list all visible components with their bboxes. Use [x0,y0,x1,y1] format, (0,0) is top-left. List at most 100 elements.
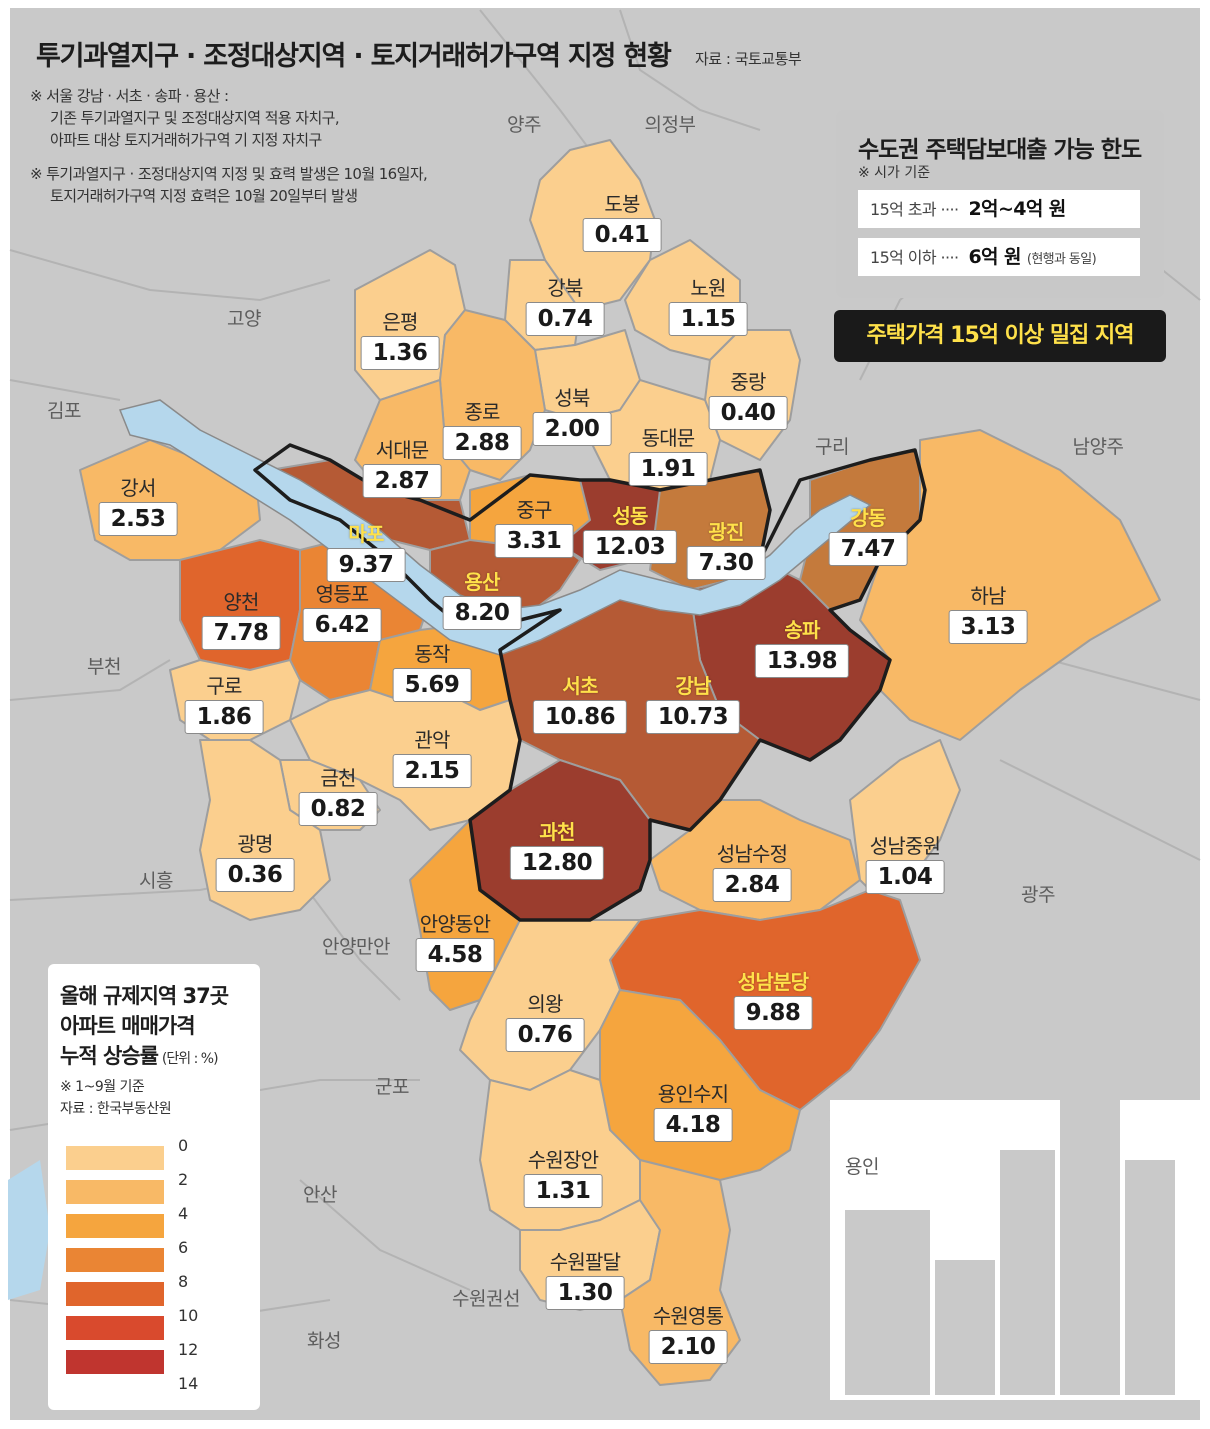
legend-unit: (단위 : %) [161,1051,219,1067]
district-value: 2.53 [98,502,178,536]
sea-area [8,1160,50,1300]
loan-row-over-15: 15억 초과 ···· 2억~4억 원 [858,190,1140,228]
district-name: 안양동안 [419,912,491,936]
district-value: 13.98 [754,644,850,678]
district-name: 수원영통 [652,1304,724,1328]
district-value: 0.82 [298,792,378,826]
district-name: 과천 [539,820,575,844]
district-name: 구로 [206,674,242,698]
district-value: 7.78 [201,616,281,650]
district-value: 10.86 [532,700,628,734]
legend-tick: 12 [178,1340,199,1359]
legend-tick: 0 [178,1136,189,1155]
district-value: 2.10 [648,1330,728,1364]
district-name: 용인수지 [657,1082,729,1106]
district-name: 중구 [516,498,552,522]
district-name: 영등포 [315,582,370,606]
district-value: 3.13 [948,610,1028,644]
district-value: 0.36 [215,858,295,892]
district-name: 관악 [414,728,450,752]
district-name: 서대문 [375,438,430,462]
legend-title-text: 누적 상승률 [60,1044,159,1068]
legend-swatch [66,1350,164,1374]
district-value: 0.74 [525,302,605,336]
loan-limit-title: 수도권 주택담보대출 가능 한도 [858,137,1142,163]
district-value: 10.73 [645,700,741,734]
loan-row-under-15: 15억 이하 ···· 6억 원 (현행과 동일) [858,238,1140,276]
district-name: 강동 [850,506,886,530]
note-line: 토지거래허가구역 지정 효력은 10월 20일부터 발생 [50,187,358,205]
surrounding-area-label: 화성 [307,1330,341,1352]
surrounding-area-label: 고양 [227,308,261,330]
district-name: 노원 [690,276,726,300]
district-name: 종로 [464,400,500,424]
district-name: 서초 [562,674,598,698]
district-value: 2.15 [392,754,472,788]
district-name: 강북 [547,276,583,300]
district-value: 7.30 [686,546,766,580]
surrounding-area-label: 용인 [845,1156,879,1178]
district-name: 도봉 [604,192,640,216]
district-name: 수원장안 [527,1148,599,1172]
district-value: 7.47 [828,532,908,566]
district-value: 12.03 [582,530,678,564]
district-name: 성남분당 [737,970,809,994]
district-name: 동작 [414,642,450,666]
callout-high-price: 주택가격 15억 이상 밀집 지역 [834,310,1166,362]
surrounding-area-label: 부천 [87,656,121,678]
district-value: 1.36 [360,336,440,370]
surrounding-area-label: 광주 [1021,884,1055,906]
surrounding-area-label: 수원권선 [452,1288,520,1310]
district-name: 은평 [382,310,418,334]
district-value: 3.31 [494,524,574,558]
legend-tick: 2 [178,1170,189,1189]
district-name: 하남 [970,584,1006,608]
surrounding-area-label: 시흥 [139,870,173,892]
legend-source: 자료 : 한국부동산원 [60,1101,172,1117]
surrounding-area-label: 안산 [303,1184,337,1206]
district-name: 강서 [120,476,156,500]
page-title: 투기과열지구 · 조정대상지역 · 토지거래허가구역 지정 현황 [36,41,672,72]
district-name: 수원팔달 [549,1250,621,1274]
loan-row-remark: (현행과 동일) [1026,252,1097,267]
loan-limit-note: ※ 시가 기준 [858,165,931,181]
district-value: 1.04 [865,860,945,894]
district-value: 1.91 [628,452,708,486]
district-value: 5.69 [392,668,472,702]
district-value: 8.20 [442,596,522,630]
district-name: 금천 [320,766,356,790]
surrounding-area-label: 양주 [507,114,541,136]
legend-basis: ※ 1~9월 기준 [60,1079,145,1095]
district-value: 9.37 [326,548,406,582]
note-line: 아파트 대상 토지거래허가구역 기 지정 자치구 [50,131,322,149]
district-value: 0.76 [505,1018,585,1052]
district-value: 1.31 [523,1174,603,1208]
district-name: 성남중원 [869,834,941,858]
legend-swatch [66,1316,164,1340]
surrounding-area-label: 김포 [47,400,81,422]
note-line: ※ 서울 강남 · 서초 · 송파 · 용산 : [30,87,229,105]
district-value: 2.88 [442,426,522,460]
building-illustration [830,1030,1200,1400]
district-name: 광진 [708,520,744,544]
district-value: 4.58 [415,938,495,972]
legend-title-line: 누적 상승률 (단위 : %) [60,1040,219,1070]
district-name: 성북 [554,386,590,410]
high-price-area-outline [253,443,927,922]
district-value: 0.40 [708,396,788,430]
legend-tick: 14 [178,1374,199,1393]
surrounding-area-label: 남양주 [1072,436,1124,458]
surrounding-area-label: 안양만안 [322,936,390,958]
district-name: 동대문 [641,426,696,450]
district-name: 광명 [237,832,273,856]
legend-swatch [66,1248,164,1272]
district-value: 1.86 [184,700,264,734]
district-value: 6.42 [302,608,382,642]
district-name: 송파 [784,618,820,642]
legend-title-line: 올해 규제지역 37곳 [60,984,229,1008]
loan-row-label: 15억 초과 ···· [870,200,959,219]
district-name: 강남 [675,674,711,698]
surrounding-area-label: 구리 [815,436,849,458]
legend-swatch [66,1282,164,1306]
district-value: 0.41 [582,218,662,252]
